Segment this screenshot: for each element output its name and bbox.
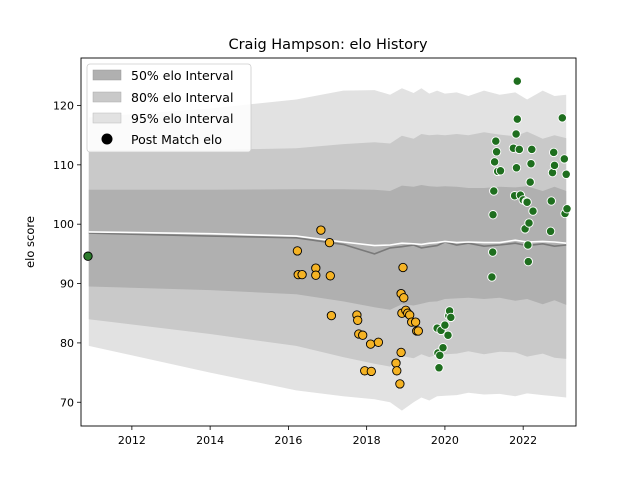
data-point [527, 144, 537, 155]
data-point [373, 337, 384, 347]
data-point [366, 366, 376, 377]
data-point [545, 226, 556, 236]
legend-label-95: 95% elo Interval [131, 111, 233, 126]
data-point [365, 339, 376, 349]
data-point [316, 225, 326, 235]
data-point [326, 310, 337, 321]
data-point [549, 147, 559, 158]
x-tick-label: 2014 [196, 434, 224, 447]
data-point [525, 177, 535, 187]
x-axis: 2012 2014 2016 2018 2020 2022 [118, 426, 537, 447]
x-tick-label: 2022 [509, 434, 537, 447]
data-point [562, 204, 572, 214]
y-tick-label: 120 [53, 99, 74, 112]
data-point [83, 251, 93, 261]
data-point [443, 330, 453, 340]
data-point [392, 366, 402, 376]
data-point [396, 347, 406, 358]
data-point [435, 350, 445, 361]
data-point [512, 114, 522, 124]
data-point [528, 206, 538, 216]
y-axis-label: elo score [23, 216, 37, 268]
x-tick-label: 2012 [118, 434, 146, 447]
data-point [413, 326, 423, 336]
data-point [434, 363, 444, 373]
legend-label-post-match: Post Match elo [131, 132, 222, 147]
data-point [557, 113, 567, 123]
data-point [487, 272, 497, 282]
data-point [523, 240, 533, 250]
data-point [395, 379, 405, 389]
data-point [358, 330, 368, 340]
data-point [546, 196, 556, 206]
data-point [514, 144, 524, 155]
data-point [549, 160, 560, 171]
data-point [488, 210, 498, 220]
x-tick-label: 2018 [353, 434, 381, 447]
y-tick-label: 90 [60, 278, 74, 291]
data-point [446, 312, 456, 323]
y-tick-label: 100 [53, 218, 74, 231]
x-tick-label: 2020 [431, 434, 459, 447]
plot-area [83, 76, 572, 411]
data-point [311, 270, 321, 280]
legend-marker-post-match [101, 133, 113, 145]
legend-swatch-50 [92, 69, 122, 81]
data-point [511, 129, 521, 139]
data-point [491, 147, 502, 157]
data-point [526, 159, 536, 169]
data-point [495, 166, 506, 176]
data-point [410, 317, 421, 327]
x-tick-label: 2016 [274, 434, 302, 447]
y-tick-label: 70 [60, 396, 74, 409]
data-point [488, 247, 498, 257]
series-1 [292, 225, 423, 389]
data-point [512, 76, 522, 86]
data-point [440, 320, 450, 330]
series-2 [432, 76, 572, 373]
mean-line [88, 231, 567, 247]
data-point [324, 237, 335, 248]
legend-label-50: 50% elo Interval [131, 68, 233, 83]
data-point [524, 218, 534, 228]
data-point [391, 358, 401, 368]
data-point [511, 163, 522, 173]
data-point [561, 169, 571, 179]
plot-frame [80, 57, 577, 427]
band-50 [88, 185, 567, 310]
legend-label-80: 80% elo Interval [131, 90, 233, 105]
median-line [88, 232, 567, 255]
data-point [438, 343, 448, 353]
data-point [489, 157, 500, 167]
data-point [398, 262, 408, 273]
data-point [522, 197, 532, 207]
legend: 50% elo Interval 80% elo Interval 95% el… [86, 63, 252, 153]
legend-swatch-95 [92, 112, 122, 124]
data-point [489, 186, 499, 196]
data-point [491, 136, 501, 146]
data-point [325, 271, 335, 281]
data-point [353, 315, 363, 325]
y-tick-label: 80 [60, 337, 74, 350]
legend-swatch-80 [92, 91, 122, 103]
data-point [292, 246, 303, 256]
data-point [297, 269, 307, 280]
y-tick-label: 110 [53, 159, 74, 172]
chart-title: Craig Hampson: elo History [228, 37, 427, 53]
data-point [399, 293, 409, 303]
series-0 [83, 251, 93, 261]
legend-frame [86, 63, 252, 153]
data-point [523, 256, 533, 267]
data-point [559, 154, 569, 164]
y-axis: 70 80 90 100 110 120 [53, 99, 81, 409]
